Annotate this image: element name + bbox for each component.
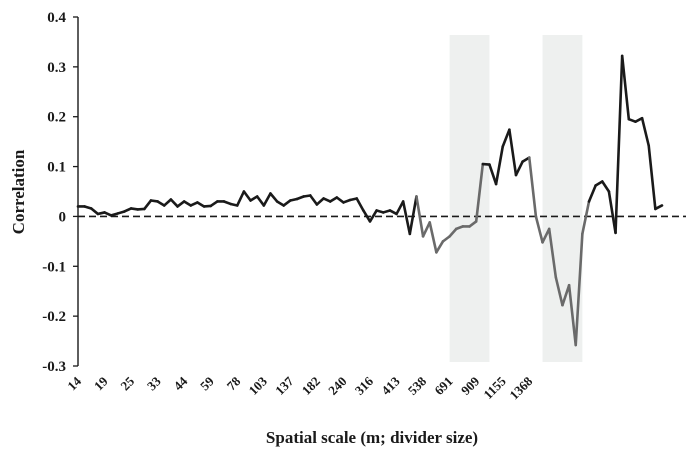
y-tick-label: 0.4 — [47, 10, 66, 26]
x-tick-label: 240 — [325, 374, 349, 398]
series-segment — [355, 197, 365, 212]
series-segment — [408, 195, 418, 236]
y-tick-label: -0.1 — [42, 259, 66, 275]
series-segment — [640, 116, 651, 147]
y-tick-label: 0.2 — [47, 110, 66, 126]
x-tick-label: 691 — [431, 374, 455, 398]
series-segment — [607, 190, 617, 235]
series-segment — [647, 144, 657, 211]
x-tick-label: 137 — [272, 373, 297, 398]
series-segment — [561, 283, 571, 307]
series-segment — [488, 163, 498, 186]
series-segment — [143, 199, 153, 211]
x-tick-label: 909 — [458, 373, 483, 398]
x-tick-label: 182 — [299, 374, 323, 398]
series-segment — [554, 275, 564, 307]
series-segment — [395, 200, 405, 216]
y-tick-label: -0.3 — [42, 359, 66, 375]
series-segment — [574, 232, 584, 347]
series-segment — [541, 227, 551, 244]
series-segment — [581, 200, 591, 236]
y-tick-label: 0 — [59, 209, 67, 225]
series-segment — [567, 283, 578, 347]
y-tick-label: 0.3 — [47, 60, 66, 76]
y-tick-label: -0.2 — [42, 309, 66, 325]
series-segment — [547, 227, 558, 279]
series-segment — [428, 221, 438, 254]
series-segment — [508, 128, 518, 177]
shaded-band-2 — [542, 35, 583, 362]
series-segment — [514, 160, 524, 177]
series-segment — [368, 209, 378, 223]
series-segment — [176, 200, 186, 208]
series-segment — [501, 128, 511, 148]
series-segment — [415, 195, 425, 238]
x-tick-label: 78 — [224, 373, 244, 393]
x-tick-label: 44 — [171, 373, 191, 393]
x-tick-label: 1155 — [480, 373, 509, 402]
series-segment — [654, 204, 664, 211]
series-segment — [494, 145, 505, 186]
series-segment — [474, 162, 485, 223]
series-segment — [282, 199, 292, 207]
x-tick-label: 25 — [117, 373, 137, 393]
series-segment — [242, 190, 252, 202]
x-tick-label: 316 — [352, 373, 377, 398]
series-segment — [89, 207, 100, 216]
series-segment — [435, 240, 445, 254]
x-tick-label: 1368 — [506, 373, 535, 402]
x-tick-label: 59 — [197, 373, 217, 393]
series-segment — [362, 209, 372, 223]
x-axis-ticks: 14 19 25 33 44 59 78 103 137 182 240 316 413 538 691 90… — [64, 373, 535, 402]
series-segment — [269, 192, 279, 203]
y-axis-title: Correlation — [9, 149, 28, 234]
x-tick-label: 14 — [64, 373, 84, 393]
x-tick-label: 33 — [144, 373, 164, 393]
y-tick-label: 0.1 — [47, 160, 66, 176]
x-axis-title: Spatial scale (m; divider size) — [266, 428, 478, 447]
series-segment — [162, 198, 173, 207]
shaded-bands — [449, 35, 583, 362]
series-segment — [600, 180, 611, 193]
series-segment — [534, 215, 544, 244]
x-tick-label: 538 — [405, 373, 430, 398]
shaded-band-1 — [449, 35, 490, 362]
series-segment — [587, 184, 597, 203]
series-segment — [468, 220, 478, 228]
series-segment — [614, 54, 624, 235]
series-segment — [335, 196, 345, 204]
x-tick-label: 103 — [246, 373, 271, 398]
y-axis-ticks: 0.4 0.3 0.2 0.1 0 -0.1 -0.2 -0.3 — [42, 10, 78, 375]
x-tick-label: 413 — [378, 373, 403, 398]
series-segment — [421, 221, 432, 238]
series-segment — [308, 194, 319, 206]
x-tick-label: 19 — [91, 373, 111, 393]
series-segment — [262, 192, 272, 207]
series-segment — [401, 200, 412, 236]
series-segment — [235, 190, 246, 207]
series-segment — [448, 227, 458, 238]
series-segment — [255, 195, 266, 207]
series-segment — [209, 200, 219, 208]
series-segment — [441, 235, 451, 243]
series-segment — [169, 198, 179, 208]
series-segment — [527, 156, 538, 218]
series-segment — [315, 197, 325, 206]
series-segment — [620, 54, 631, 121]
series-line-group — [76, 54, 664, 347]
